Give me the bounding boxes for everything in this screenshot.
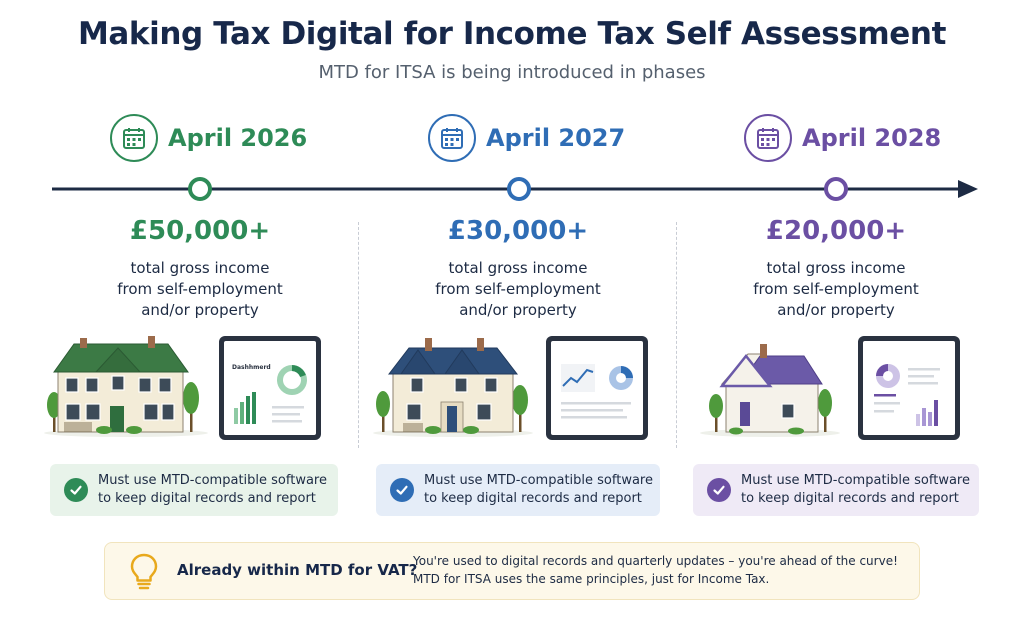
desc-line: and/or property [141,301,259,319]
tree-icon [818,389,832,432]
banner-text: You're used to digital records and quart… [413,552,913,588]
income-threshold: £50,000+ [129,216,271,246]
check-icon [64,478,88,502]
desc-line: from self-employment [753,280,919,298]
column-divider [358,222,359,448]
timeline-marker-2028 [824,177,848,201]
note-line: Must use MTD-compatible software [98,473,327,488]
note-line: Must use MTD-compatible software [741,473,970,488]
phase-column-2026: £50,000+ total gross income from self-em… [50,212,350,321]
phase-date: April 2028 [802,124,942,152]
tree-icon [709,394,723,432]
tree-icon [376,391,390,432]
note-line: to keep digital records and report [741,491,959,506]
phase-date: April 2027 [486,124,626,152]
dashboard-label: Dashhmerd [232,364,271,371]
check-icon [390,478,414,502]
phase-header-2028: April 2028 [744,113,941,163]
requirement-note-2028: Must use MTD-compatible software to keep… [693,464,979,516]
dashboard-tablet [858,336,960,440]
banner-line: You're used to digital records and quart… [413,554,898,568]
house-and-dashboard-illustration-2026: Dashhmerd [44,336,321,440]
timeline-marker-2027 [507,177,531,201]
phase-date: April 2026 [168,124,308,152]
desc-line: and/or property [777,301,895,319]
desc-line: from self-employment [117,280,283,298]
dashboard-tablet: Dashhmerd [219,336,321,440]
dashboard-tablet [546,336,648,440]
calendar-icon [428,114,476,162]
requirement-note-2026: Must use MTD-compatible software to keep… [50,464,338,516]
tree-icon [512,385,528,432]
house-and-dashboard-illustration-2028 [700,336,960,440]
desc-line: total gross income [130,259,270,277]
house-and-dashboard-illustration-2027 [373,336,648,440]
note-text: Must use MTD-compatible software to keep… [741,472,970,508]
vat-info-banner: Already within MTD for VAT? You're used … [104,542,920,600]
note-line: Must use MTD-compatible software [424,473,653,488]
phase-column-2028: £20,000+ total gross income from self-em… [686,212,986,321]
desc-line: and/or property [459,301,577,319]
note-text: Must use MTD-compatible software to keep… [98,472,327,508]
threshold-description: total gross income from self-employment … [368,258,668,321]
income-threshold: £30,000+ [447,216,589,246]
banner-heading: Already within MTD for VAT? [177,561,418,579]
note-line: to keep digital records and report [98,491,316,506]
timeline [52,177,978,201]
threshold-description: total gross income from self-employment … [50,258,350,321]
phase-header-2026: April 2026 [110,113,307,163]
income-threshold: £20,000+ [765,216,907,246]
lightbulb-icon [129,552,159,596]
desc-line: total gross income [448,259,588,277]
timeline-marker-2026 [188,177,212,201]
requirement-note-2027: Must use MTD-compatible software to keep… [376,464,660,516]
phase-column-2027: £30,000+ total gross income from self-em… [368,212,668,321]
calendar-icon [110,114,158,162]
page-subtitle: MTD for ITSA is being introduced in phas… [318,62,706,83]
check-icon [707,478,731,502]
tree-icon [183,382,199,432]
page-title: Making Tax Digital for Income Tax Self A… [77,16,947,52]
banner-line: MTD for ITSA uses the same principles, j… [413,572,770,586]
note-line: to keep digital records and report [424,491,642,506]
column-divider [676,222,677,448]
phase-header-2027: April 2027 [428,113,625,163]
calendar-icon [744,114,792,162]
timeline-arrowhead [958,180,978,198]
note-text: Must use MTD-compatible software to keep… [424,472,653,508]
desc-line: from self-employment [435,280,601,298]
threshold-description: total gross income from self-employment … [686,258,986,321]
desc-line: total gross income [766,259,906,277]
